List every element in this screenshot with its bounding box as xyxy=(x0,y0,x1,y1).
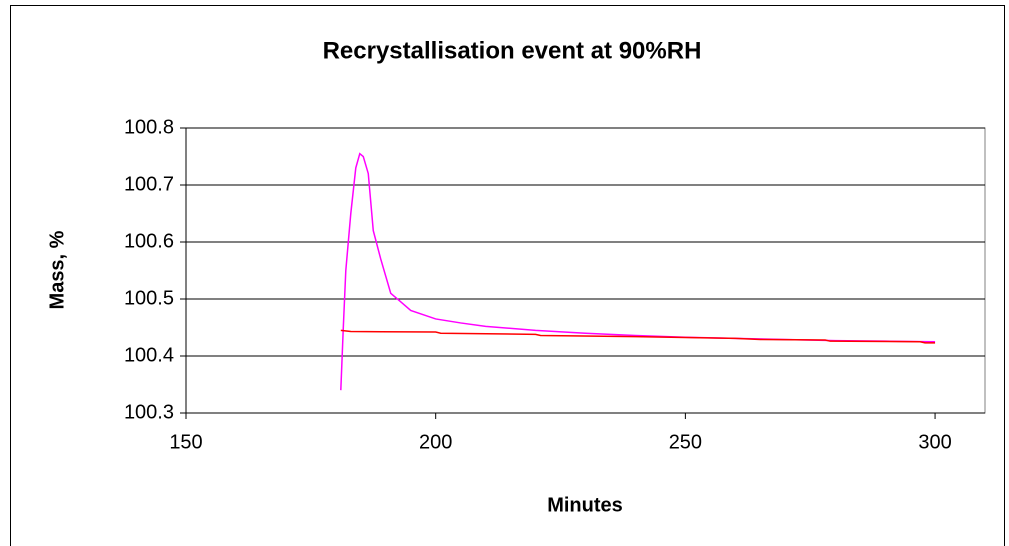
y-tick-label: 100.7 xyxy=(124,173,174,195)
y-tick-label: 100.3 xyxy=(124,401,174,423)
x-axis-title: Minutes xyxy=(547,494,623,516)
y-tick-label: 100.5 xyxy=(124,287,174,309)
y-axis-title: Mass, % xyxy=(46,230,68,309)
plot-area xyxy=(185,127,986,414)
chart-title: Recrystallisation event at 90%RH xyxy=(323,37,702,64)
x-tick-label: 200 xyxy=(419,431,452,453)
data-line xyxy=(340,329,936,344)
x-tick-label: 300 xyxy=(918,431,951,453)
x-tick-label: 150 xyxy=(169,431,202,453)
y-tick-label: 100.4 xyxy=(124,344,174,366)
y-tick-label: 100.8 xyxy=(124,116,174,138)
y-tick-label: 100.6 xyxy=(124,230,174,252)
x-tick-label: 250 xyxy=(669,431,702,453)
